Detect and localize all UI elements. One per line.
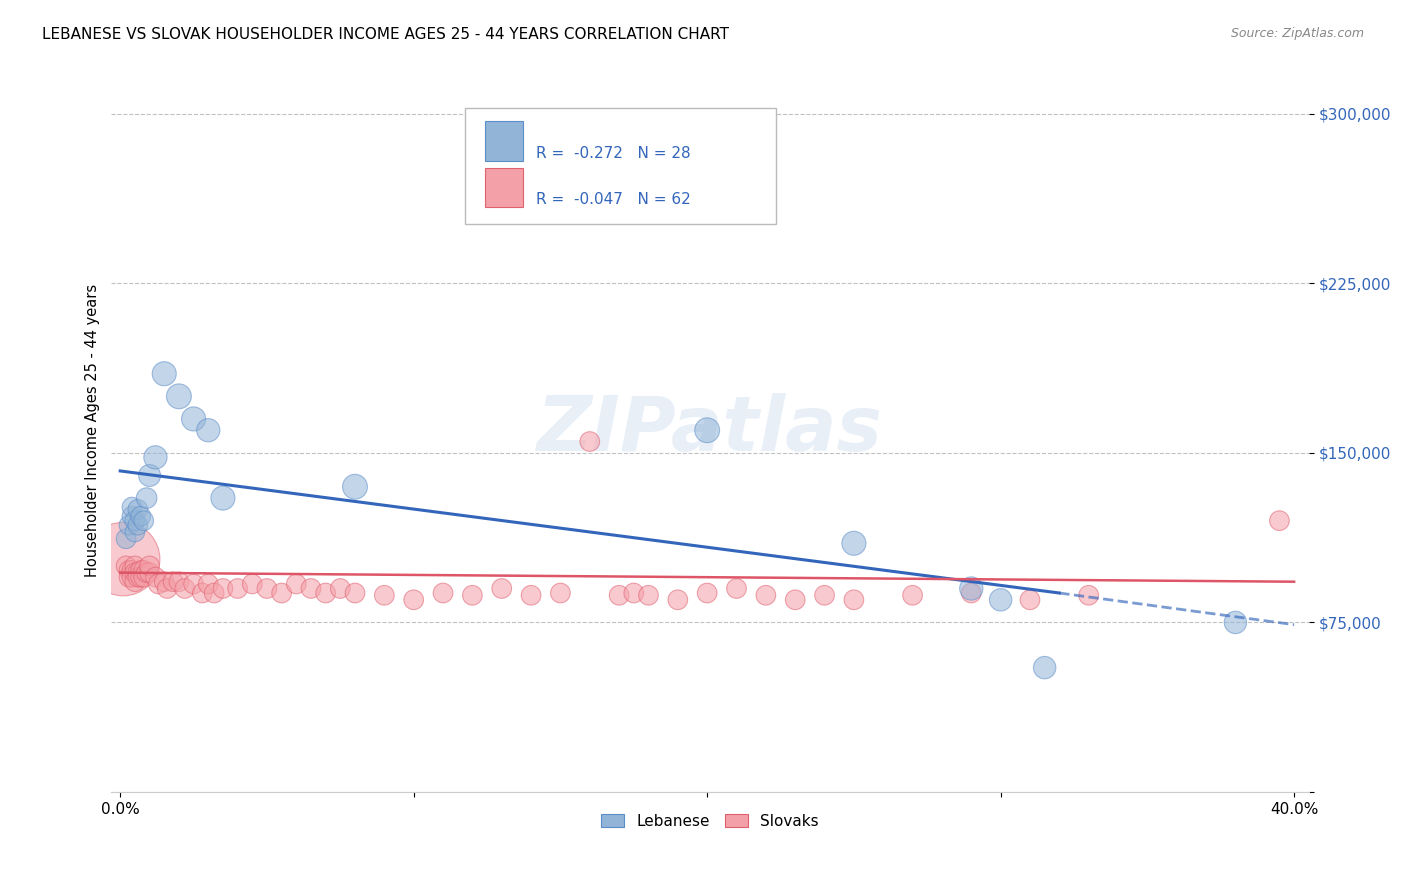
Point — [173, 582, 195, 596]
Point — [197, 423, 219, 437]
Point — [167, 574, 190, 589]
Point — [121, 563, 143, 577]
Point — [212, 582, 235, 596]
Point — [1268, 514, 1291, 528]
Point — [153, 367, 176, 381]
Text: LEBANESE VS SLOVAK HOUSEHOLDER INCOME AGES 25 - 44 YEARS CORRELATION CHART: LEBANESE VS SLOVAK HOUSEHOLDER INCOME AG… — [42, 27, 730, 42]
Point — [197, 577, 219, 591]
Point — [990, 592, 1012, 607]
Point — [191, 586, 214, 600]
Point — [127, 570, 149, 584]
Point — [256, 582, 278, 596]
Point — [813, 588, 835, 602]
Point — [162, 574, 184, 589]
Point — [212, 491, 235, 505]
Point — [226, 582, 249, 596]
Point — [578, 434, 600, 449]
Point — [1077, 588, 1099, 602]
Point — [343, 586, 366, 600]
Point — [183, 412, 205, 426]
Point — [121, 500, 143, 515]
Point — [132, 570, 155, 584]
Point — [1019, 592, 1042, 607]
Point — [124, 524, 146, 539]
Point — [520, 588, 543, 602]
Point — [564, 175, 586, 189]
Point — [135, 566, 157, 580]
Point — [135, 491, 157, 505]
Text: R =  -0.047   N = 62: R = -0.047 N = 62 — [537, 193, 692, 207]
Point — [124, 566, 146, 580]
Point — [118, 518, 141, 533]
Point — [240, 577, 263, 591]
Point — [725, 582, 748, 596]
Point — [145, 570, 167, 584]
Point — [115, 558, 138, 573]
Point — [132, 514, 155, 528]
Point — [167, 389, 190, 403]
Point — [138, 558, 160, 573]
Point — [402, 592, 425, 607]
Bar — [485, 168, 523, 208]
Point — [373, 588, 395, 602]
Point — [343, 480, 366, 494]
Point — [329, 582, 352, 596]
Point — [124, 514, 146, 528]
Point — [148, 577, 170, 591]
Point — [461, 588, 484, 602]
Point — [785, 592, 807, 607]
Point — [112, 552, 135, 566]
Point — [696, 423, 718, 437]
Point — [118, 570, 141, 584]
Point — [121, 570, 143, 584]
Point — [315, 586, 337, 600]
Point — [115, 532, 138, 546]
Point — [138, 566, 160, 580]
Point — [901, 588, 924, 602]
Point — [432, 586, 454, 600]
Point — [156, 582, 179, 596]
Point — [960, 582, 983, 596]
Point — [129, 570, 152, 584]
Point — [960, 586, 983, 600]
Bar — [485, 121, 523, 161]
Point — [124, 558, 146, 573]
Point — [127, 518, 149, 533]
Point — [183, 577, 205, 591]
Point — [127, 566, 149, 580]
Point — [666, 592, 689, 607]
Legend: Lebanese, Slovaks: Lebanese, Slovaks — [595, 807, 825, 835]
Point — [138, 468, 160, 483]
Point — [1033, 660, 1056, 674]
Point — [270, 586, 292, 600]
Text: Source: ZipAtlas.com: Source: ZipAtlas.com — [1230, 27, 1364, 40]
Point — [1225, 615, 1247, 630]
Point — [299, 582, 322, 596]
FancyBboxPatch shape — [464, 108, 776, 224]
Point — [127, 502, 149, 516]
Text: ZIPatlas: ZIPatlas — [537, 393, 883, 467]
Point — [755, 588, 778, 602]
Point — [129, 563, 152, 577]
Point — [118, 563, 141, 577]
Point — [607, 588, 630, 602]
Point — [202, 586, 225, 600]
Point — [153, 574, 176, 589]
Point — [623, 586, 645, 600]
Point — [505, 175, 527, 189]
Point — [124, 574, 146, 589]
Point — [121, 509, 143, 524]
Point — [842, 592, 865, 607]
Point — [145, 450, 167, 465]
Point — [132, 563, 155, 577]
Point — [696, 586, 718, 600]
Point — [637, 588, 659, 602]
Point — [491, 582, 513, 596]
Point — [842, 536, 865, 550]
Y-axis label: Householder Income Ages 25 - 44 years: Householder Income Ages 25 - 44 years — [86, 284, 100, 577]
Point — [550, 586, 572, 600]
Point — [129, 509, 152, 524]
Point — [285, 577, 308, 591]
Text: R =  -0.272   N = 28: R = -0.272 N = 28 — [537, 145, 692, 161]
